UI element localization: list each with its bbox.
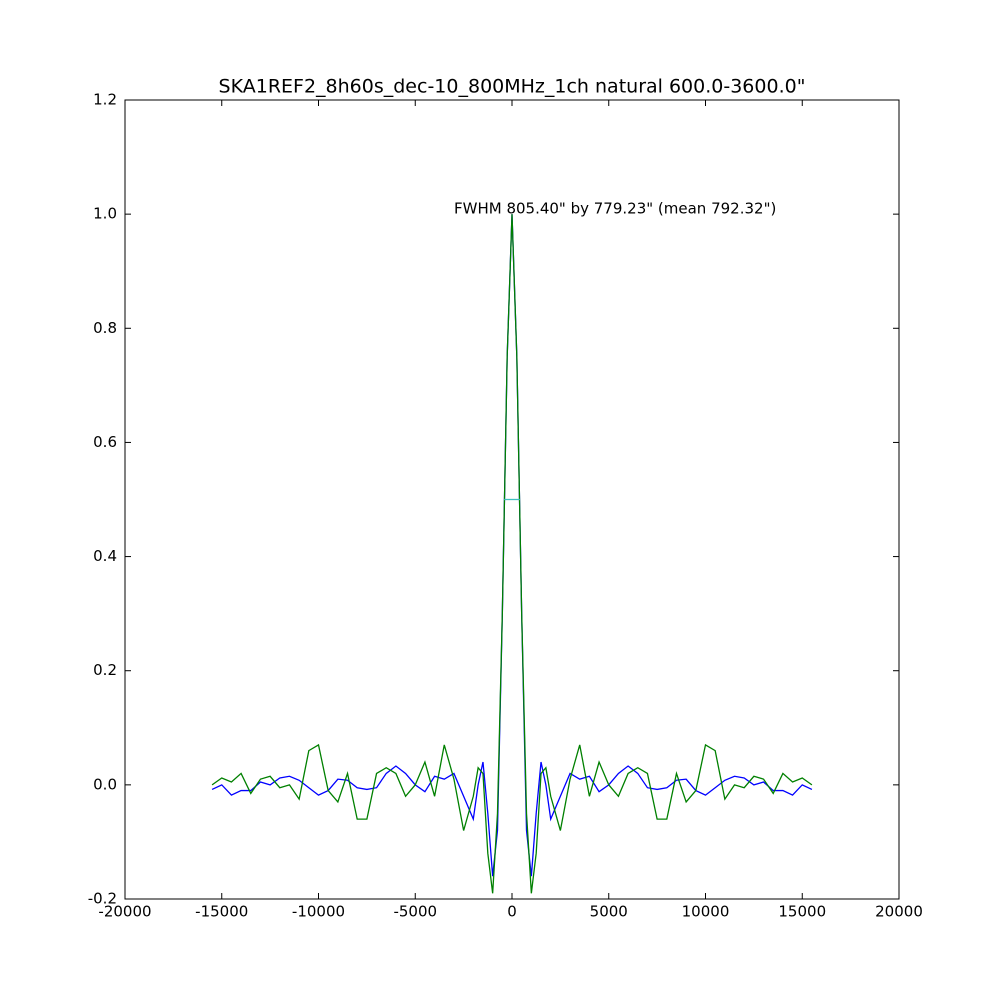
series-line — [211, 214, 813, 894]
y-tick-label: 0.2 — [93, 661, 117, 679]
y-tick-label: 0.6 — [93, 433, 117, 451]
x-tick-label: 10000 — [682, 903, 730, 921]
x-tick-label: 15000 — [778, 903, 826, 921]
x-tick-label: 5000 — [590, 903, 628, 921]
annotation: FWHM 805.40" by 779.23" (mean 792.32") — [454, 200, 776, 218]
x-tick-label: -20000 — [98, 903, 151, 921]
y-tick-label: 0.0 — [93, 775, 117, 793]
x-tick-label: -10000 — [292, 903, 345, 921]
y-tick-label: 1.2 — [93, 91, 117, 109]
plot-frame — [124, 99, 900, 900]
chart-title: SKA1REF2_8h60s_dec-10_800MHz_1ch natural… — [219, 76, 806, 98]
y-tick-label: -0.2 — [88, 890, 117, 908]
y-tick-label: 0.8 — [93, 319, 117, 337]
x-tick-label: 20000 — [875, 903, 923, 921]
y-tick-label: 0.4 — [93, 547, 117, 565]
x-tick-label: -5000 — [393, 903, 437, 921]
x-tick-label: -15000 — [195, 903, 248, 921]
y-tick-label: 1.0 — [93, 205, 117, 223]
x-tick-label: 0 — [507, 903, 517, 921]
